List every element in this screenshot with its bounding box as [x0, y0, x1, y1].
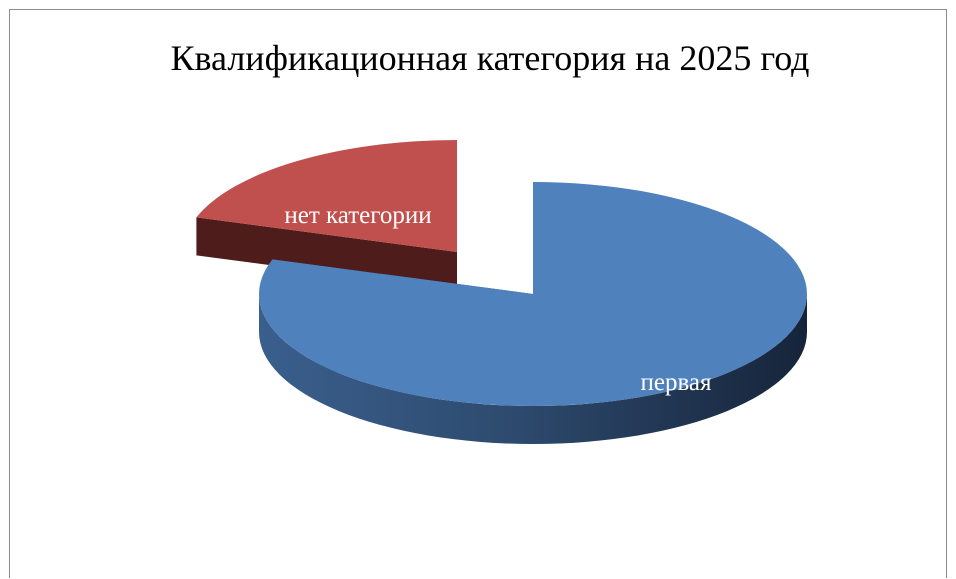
pie-slice-top — [196, 140, 457, 252]
chart-area: Квалификационная категория на 2025 год н… — [9, 9, 947, 578]
pie-slice-none: нет категории — [196, 140, 457, 290]
slice-label: нет категории — [284, 202, 431, 229]
pie-slice-first: первая — [259, 182, 808, 444]
slice-label: первая — [640, 369, 712, 396]
pie-slice-top — [259, 182, 808, 406]
pie-chart: Квалификационная категория на 2025 год н… — [171, 38, 810, 444]
pie-slice-side — [259, 294, 807, 444]
chart-title: Квалификационная категория на 2025 год — [171, 38, 810, 78]
pie-slice-cut-face — [196, 217, 457, 290]
